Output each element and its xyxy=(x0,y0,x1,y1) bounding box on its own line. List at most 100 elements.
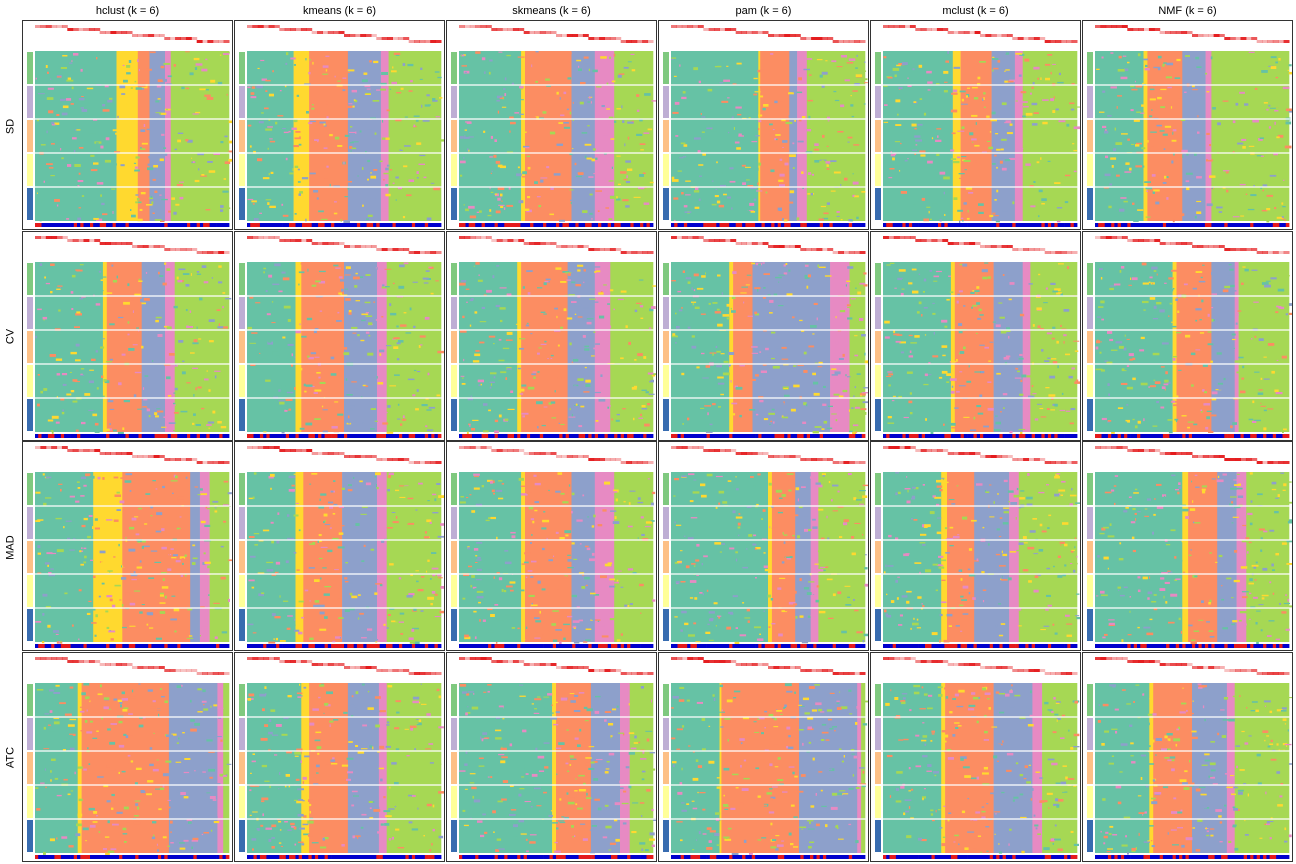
top-annotation-cell xyxy=(1066,251,1073,254)
top-annotation-cell xyxy=(936,239,943,242)
top-annotation-cell xyxy=(1256,40,1263,43)
noise-cell xyxy=(1269,174,1277,177)
noise-cell xyxy=(272,351,279,355)
noise-cell xyxy=(318,124,323,126)
top-annotation-cell xyxy=(768,245,774,248)
bottom-annotation-cell xyxy=(539,223,544,227)
bottom-annotation-cell xyxy=(115,223,120,227)
noise-cell xyxy=(673,197,679,200)
noise-cell xyxy=(42,316,48,320)
noise-cell xyxy=(896,64,901,67)
noise-cell xyxy=(685,194,691,196)
noise-cell xyxy=(974,371,981,373)
top-annotation-cell xyxy=(1143,239,1150,242)
noise-cell xyxy=(794,120,796,122)
noise-cell xyxy=(180,575,183,577)
top-annotation-cell xyxy=(419,461,426,464)
bottom-annotation-cell xyxy=(122,434,126,438)
noise-cell xyxy=(385,167,389,171)
top-annotation-cell xyxy=(599,37,605,40)
noise-cell xyxy=(375,319,381,321)
noise-cell xyxy=(951,385,954,388)
noise-cell xyxy=(123,565,129,568)
noise-cell xyxy=(1119,207,1123,210)
bottom-annotation-cell xyxy=(225,644,230,648)
noise-cell xyxy=(281,55,286,57)
noise-cell xyxy=(1274,121,1276,125)
bottom-annotation-cell xyxy=(428,434,432,438)
noise-cell xyxy=(854,335,858,337)
noise-cell xyxy=(1018,428,1026,430)
bottom-annotation-cell xyxy=(96,434,100,438)
noise-cell xyxy=(282,128,286,130)
noise-cell xyxy=(44,276,46,279)
noise-cell xyxy=(589,193,593,196)
noise-cell xyxy=(186,382,191,384)
noise-cell xyxy=(641,405,646,408)
bottom-annotation-cell xyxy=(1028,223,1033,227)
top-annotation-cell xyxy=(572,245,579,248)
noise-cell xyxy=(170,426,175,429)
class-6-block xyxy=(116,51,139,221)
noise-cell xyxy=(471,428,476,431)
bottom-annotation-cell xyxy=(732,223,736,227)
bottom-annotation-cell xyxy=(806,223,811,227)
noise-cell xyxy=(374,420,378,422)
bottom-annotation-cell xyxy=(585,223,589,227)
noise-cell xyxy=(154,427,159,431)
noise-cell xyxy=(424,316,430,320)
noise-cell xyxy=(374,132,377,135)
noise-cell xyxy=(1152,283,1154,285)
noise-cell xyxy=(294,387,296,390)
bottom-annotation-cell xyxy=(151,434,155,438)
noise-cell xyxy=(1218,388,1222,390)
bottom-annotation-cell xyxy=(810,434,814,438)
noise-cell xyxy=(413,115,420,117)
noise-cell xyxy=(51,121,55,125)
noise-cell xyxy=(729,380,731,384)
bottom-annotation-cell xyxy=(421,434,426,438)
noise-cell xyxy=(190,273,192,276)
noise-cell xyxy=(783,264,786,267)
bottom-annotation-cell xyxy=(395,434,400,438)
top-annotation-cell xyxy=(681,25,688,28)
noise-cell xyxy=(854,386,856,388)
bottom-annotation-cell xyxy=(607,434,612,438)
noise-cell xyxy=(1176,58,1181,62)
top-annotation-cell xyxy=(99,31,106,34)
side-annotation-block xyxy=(1087,86,1093,118)
noise-cell xyxy=(419,315,423,318)
bottom-annotation-cell xyxy=(1035,434,1039,438)
top-annotation-cell xyxy=(746,242,753,245)
bottom-annotation-cell xyxy=(392,434,397,438)
noise-cell xyxy=(142,387,145,390)
noise-cell xyxy=(418,163,425,165)
noise-cell xyxy=(118,316,124,319)
noise-cell xyxy=(1215,389,1222,391)
noise-cell xyxy=(109,358,113,361)
noise-cell xyxy=(490,372,497,375)
noise-cell xyxy=(1073,126,1080,130)
noise-cell xyxy=(1104,173,1111,177)
noise-cell xyxy=(814,160,820,163)
top-annotation-cell xyxy=(110,31,117,34)
noise-cell xyxy=(396,92,402,94)
noise-cell xyxy=(719,184,726,188)
noise-cell xyxy=(211,311,214,314)
noise-cell xyxy=(401,418,407,421)
noise-cell xyxy=(646,78,653,81)
bottom-annotation-cell xyxy=(1211,223,1215,227)
membership-noise xyxy=(247,52,444,223)
bottom-annotation-cell xyxy=(44,223,49,227)
bottom-annotation-cell xyxy=(86,434,91,438)
noise-cell xyxy=(1240,390,1246,394)
noise-cell xyxy=(1108,393,1110,396)
top-annotation-cell xyxy=(805,248,812,251)
noise-cell xyxy=(721,292,723,295)
noise-cell xyxy=(251,200,257,203)
noise-cell xyxy=(293,64,296,66)
bottom-annotation-cell xyxy=(1009,434,1013,438)
noise-cell xyxy=(35,621,42,623)
noise-cell xyxy=(459,330,467,333)
bottom-annotation-cell xyxy=(842,434,846,438)
